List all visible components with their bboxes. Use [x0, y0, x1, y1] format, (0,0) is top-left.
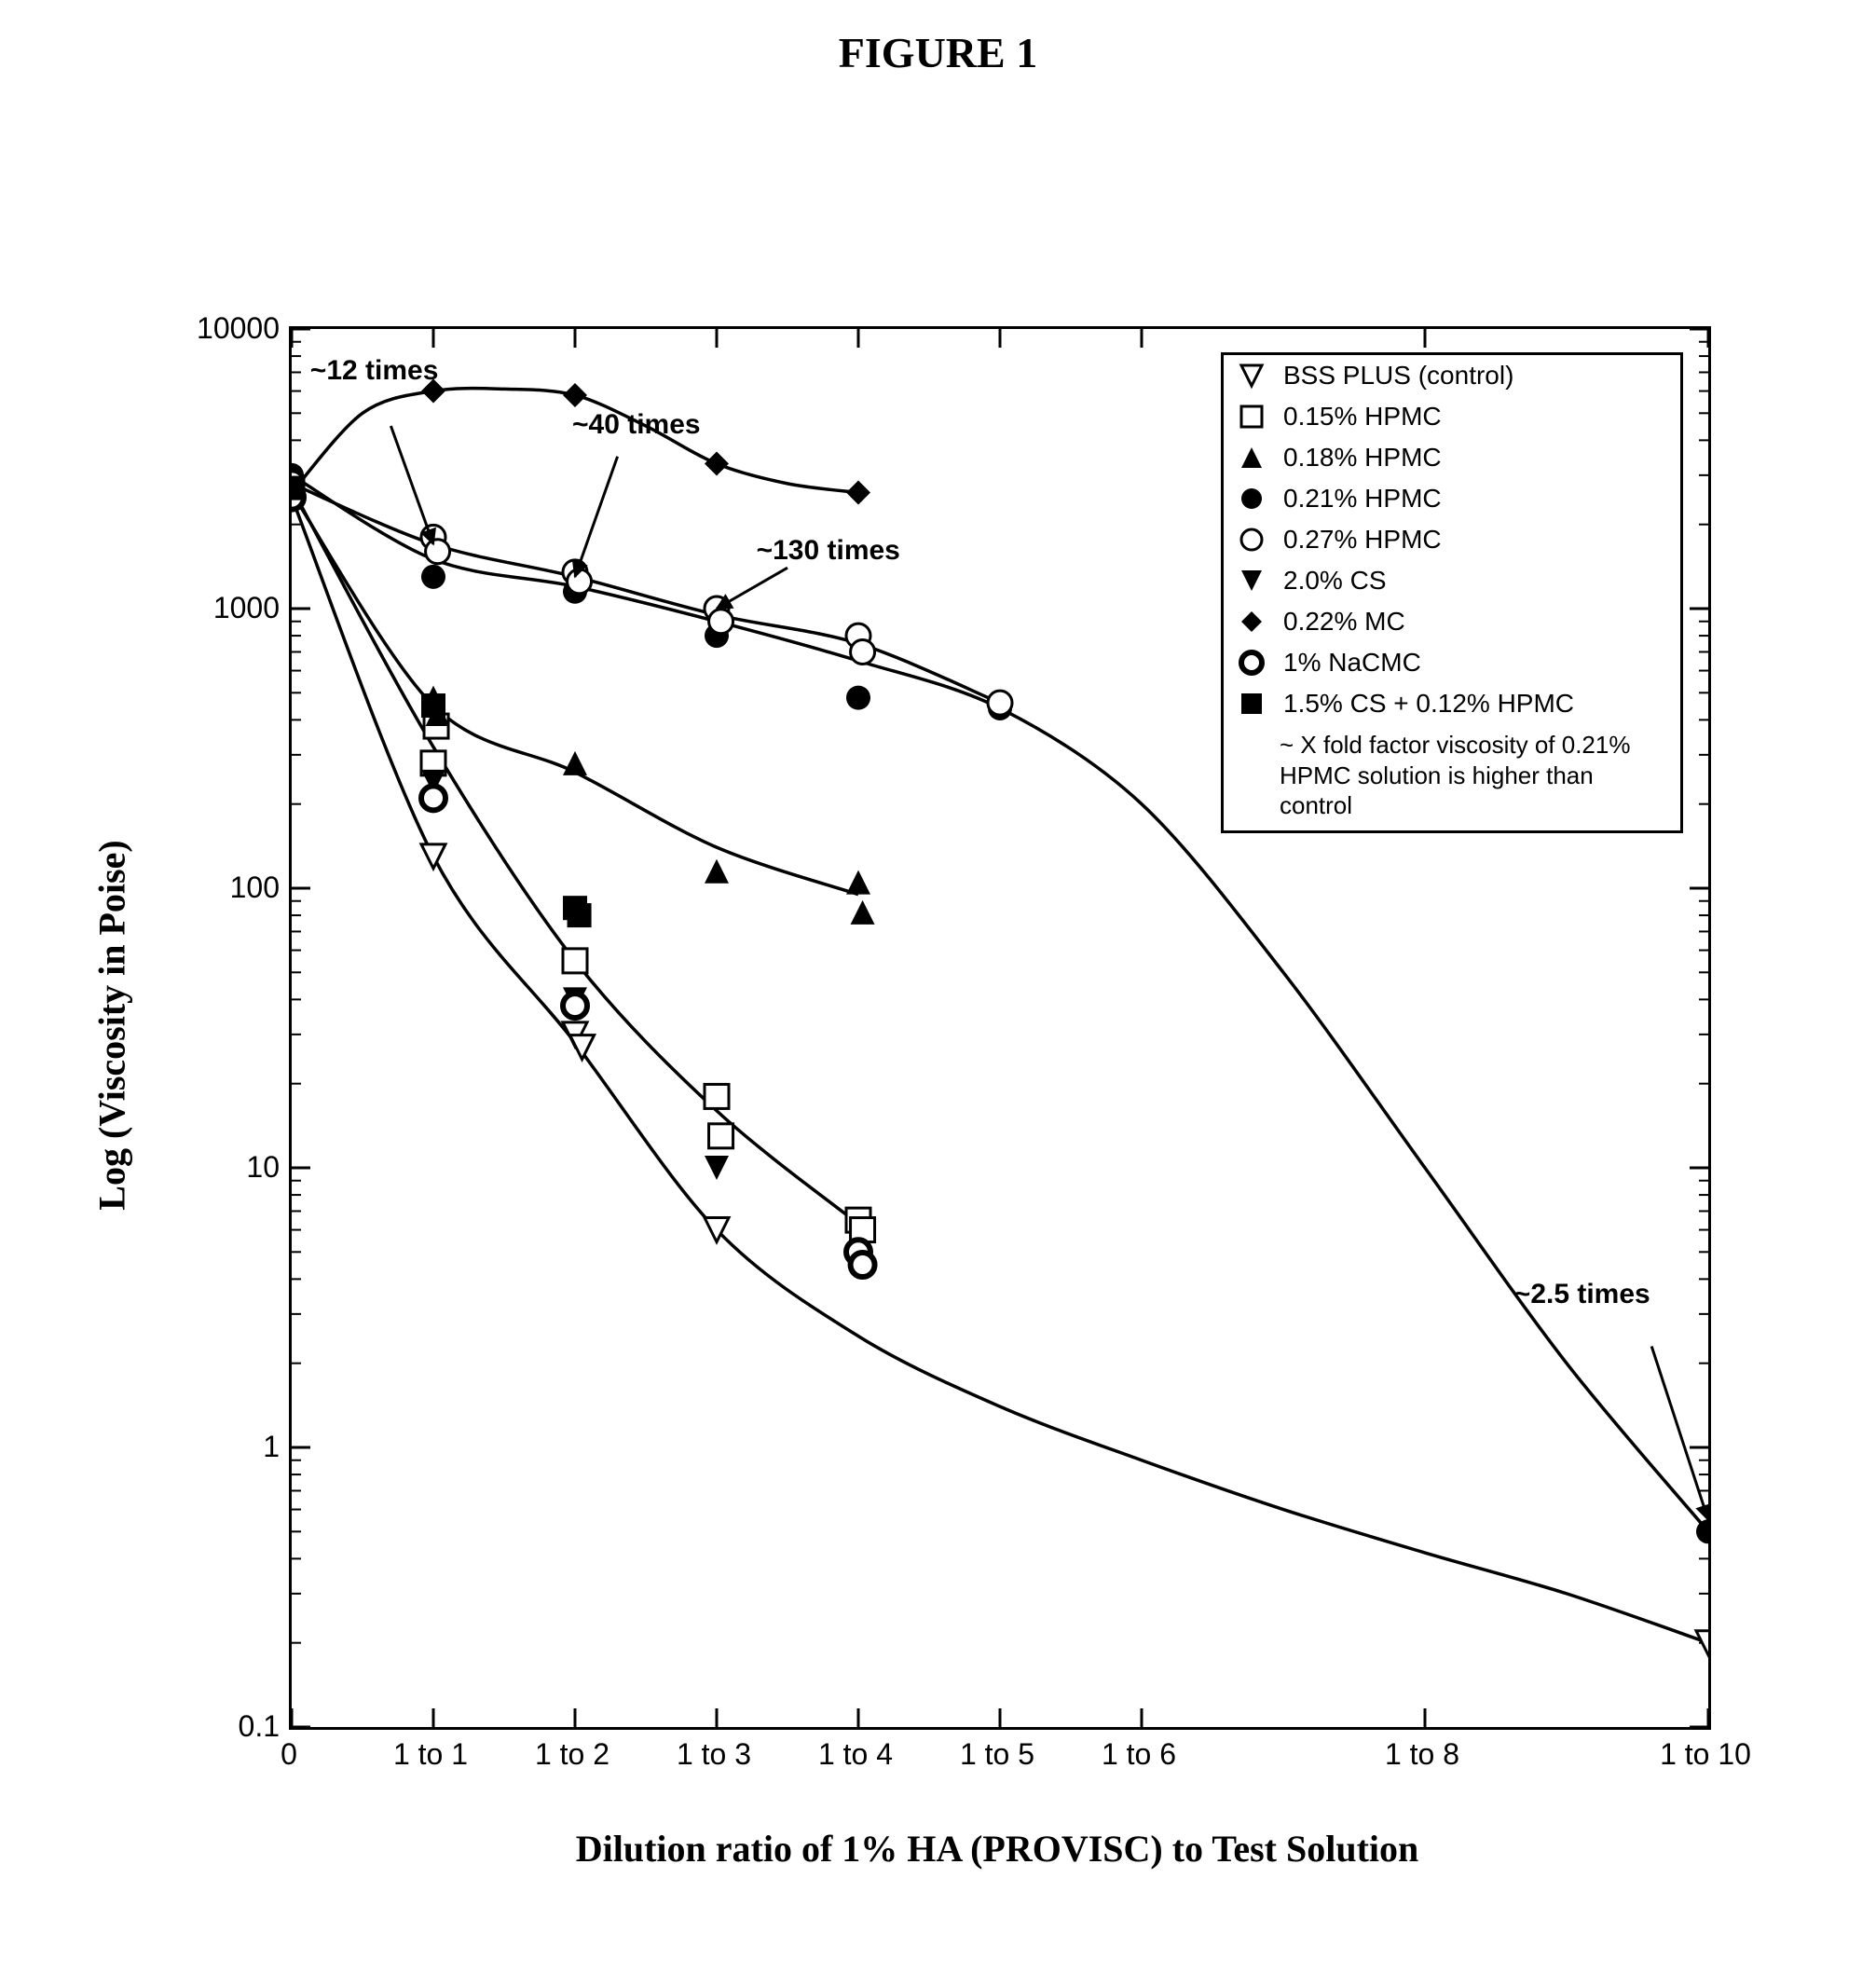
legend-label: 0.21% HPMC — [1280, 484, 1680, 514]
marker-hpmc027 — [709, 610, 733, 634]
x-tick-label: 1 to 5 — [960, 1737, 1034, 1772]
x-tick-label: 1 to 4 — [818, 1737, 893, 1772]
x-tick-label: 1 to 3 — [677, 1737, 751, 1772]
annotation-arrow — [390, 426, 433, 544]
marker-hpmc021 — [1696, 1519, 1708, 1543]
y-tick-label: 100 — [230, 870, 280, 905]
y-tick-label: 1000 — [213, 591, 280, 625]
y-tick-label: 10000 — [197, 311, 280, 346]
x-tick-label: 1 to 10 — [1660, 1737, 1751, 1772]
annotation-arrow — [1651, 1346, 1708, 1519]
marker-csHpmc — [421, 693, 445, 718]
legend-row: 0.18% HPMC — [1224, 437, 1680, 478]
marker-hpmc015 — [563, 949, 587, 973]
x-tick-label: 1 to 6 — [1102, 1737, 1176, 1772]
x-tick-label: 1 to 1 — [393, 1737, 468, 1772]
legend-marker-cs20 — [1224, 560, 1280, 601]
y-tick-label: 0.1 — [239, 1709, 280, 1744]
legend-label: 0.18% HPMC — [1280, 443, 1680, 473]
annotation-arrow — [575, 457, 618, 577]
legend-row: 1% NaCMC — [1224, 642, 1680, 683]
marker-nacmc — [563, 994, 587, 1018]
marker-hpmc018 — [563, 751, 587, 775]
marker-csHpmc — [292, 476, 304, 500]
legend-marker-nacmc — [1224, 642, 1280, 683]
marker-hpmc018 — [846, 870, 870, 895]
legend-label: 0.22% MC — [1280, 607, 1680, 637]
legend-row: BSS PLUS (control) — [1224, 355, 1680, 396]
annotation-arrow — [717, 568, 787, 609]
legend-label: 0.27% HPMC — [1280, 525, 1680, 555]
marker-hpmc018 — [705, 859, 729, 884]
legend-row: 1.5% CS + 0.12% HPMC — [1224, 683, 1680, 724]
annotation-ann130: ~130 times — [757, 535, 900, 567]
legend-marker-hpmc021 — [1224, 478, 1280, 519]
marker-hpmc027 — [568, 569, 592, 594]
legend-row: 0.22% MC — [1224, 601, 1680, 642]
marker-hpmc018 — [851, 900, 875, 925]
annotation-ann25: ~2.5 times — [1514, 1279, 1650, 1310]
annotation-ann40: ~40 times — [572, 409, 701, 441]
legend-label: 1% NaCMC — [1280, 648, 1680, 678]
legend: BSS PLUS (control) 0.15% HPMC 0.18% HPMC 0.… — [1221, 352, 1683, 833]
marker-hpmc021 — [421, 565, 445, 589]
x-tick-label: 1 to 8 — [1385, 1737, 1459, 1772]
x-axis-label: Dilution ratio of 1% HA (PROVISC) to Tes… — [576, 1827, 1419, 1871]
marker-hpmc027 — [426, 540, 450, 564]
marker-hpmc015 — [709, 1124, 733, 1148]
figure-title: FIGURE 1 — [0, 28, 1876, 77]
x-tick-label: 1 to 2 — [535, 1737, 609, 1772]
legend-label: 2.0% CS — [1280, 566, 1680, 596]
marker-bss — [570, 1035, 595, 1060]
legend-marker-bss — [1224, 355, 1280, 396]
marker-nacmc — [421, 786, 445, 810]
legend-marker-hpmc015 — [1224, 396, 1280, 437]
y-tick-label: 1 — [263, 1430, 280, 1464]
legend-label: BSS PLUS (control) — [1280, 361, 1680, 391]
marker-mc022 — [563, 383, 587, 407]
legend-row: 2.0% CS — [1224, 560, 1680, 601]
marker-hpmc015 — [705, 1084, 729, 1108]
marker-nacmc — [851, 1253, 875, 1277]
marker-bss — [1696, 1631, 1708, 1655]
marker-hpmc027 — [851, 639, 875, 664]
legend-row: 0.21% HPMC — [1224, 478, 1680, 519]
marker-bss — [421, 844, 445, 869]
legend-marker-csHpmc — [1224, 683, 1280, 724]
legend-marker-hpmc027 — [1224, 519, 1280, 560]
legend-marker-hpmc018 — [1224, 437, 1280, 478]
page: FIGURE 1 Log (Viscosity in Poise) Diluti… — [0, 0, 1876, 1974]
legend-label: 0.15% HPMC — [1280, 402, 1680, 432]
legend-note: ~ X fold factor viscosity of 0.21% HPMC … — [1224, 724, 1680, 830]
annotation-ann12: ~12 times — [310, 355, 439, 387]
marker-mc022 — [846, 481, 870, 505]
legend-row: 0.15% HPMC — [1224, 396, 1680, 437]
marker-hpmc027 — [988, 691, 1012, 715]
y-tick-label: 10 — [246, 1150, 280, 1185]
legend-label: 1.5% CS + 0.12% HPMC — [1280, 689, 1680, 719]
x-tick-label: 0 — [281, 1737, 297, 1772]
y-axis-label: Log (Viscosity in Poise) — [90, 840, 134, 1210]
legend-marker-mc022 — [1224, 601, 1280, 642]
marker-mc022 — [705, 451, 729, 475]
legend-row: 0.27% HPMC — [1224, 519, 1680, 560]
marker-csHpmc — [568, 903, 592, 927]
marker-cs20 — [705, 1156, 729, 1180]
marker-hpmc021 — [846, 686, 870, 710]
